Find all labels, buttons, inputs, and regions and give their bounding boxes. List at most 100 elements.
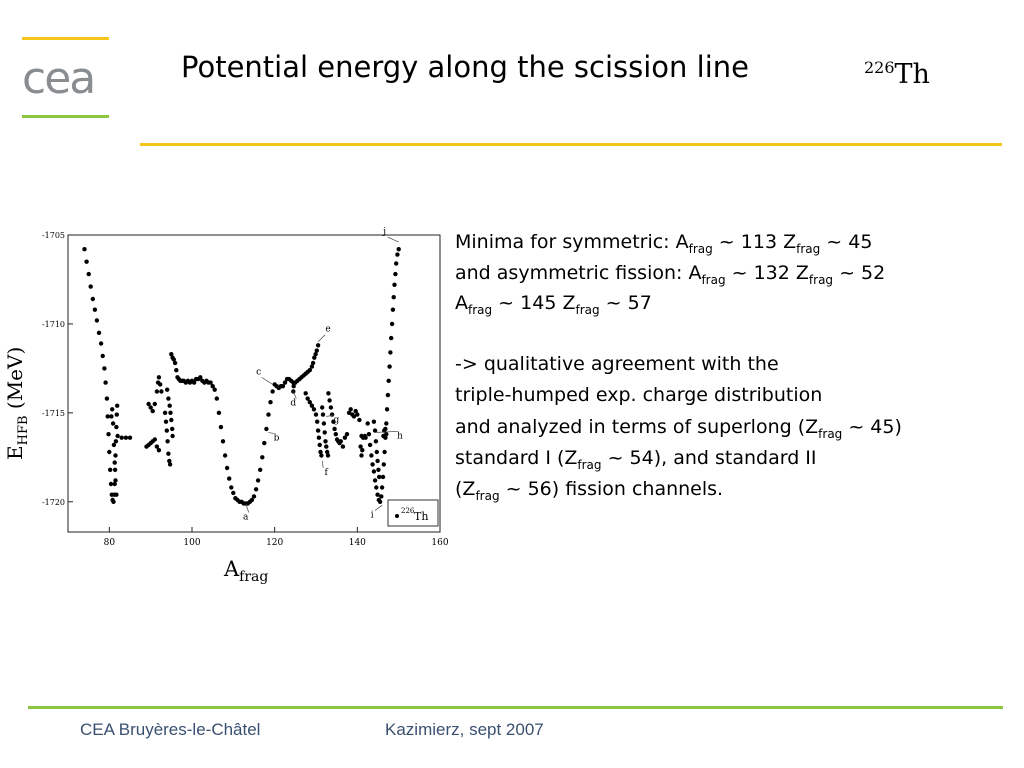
- data-point: [366, 432, 372, 437]
- data-point: [320, 405, 325, 410]
- data-point: [310, 360, 316, 366]
- x-tick-label: 160: [431, 538, 448, 548]
- data-point: [396, 247, 401, 252]
- data-point: [372, 428, 378, 433]
- data-point: [171, 357, 176, 362]
- annotation-label-g: g: [333, 415, 339, 425]
- data-point: [374, 449, 379, 455]
- data-point: [105, 414, 110, 419]
- data-point: [107, 449, 112, 455]
- data-point: [317, 442, 322, 448]
- x-tick-label: 140: [349, 538, 366, 548]
- axis-ticks: 80 100 120 140 160 -1705 -1710 -1715 -1720: [42, 231, 449, 548]
- data-point: [386, 378, 391, 383]
- l3-s1: frag: [468, 302, 493, 317]
- data-point: [260, 455, 265, 460]
- data-point: [342, 435, 348, 440]
- data-point: [169, 417, 174, 423]
- text-line-2: and asymmetric fission: Afrag ~ 132 Zfra…: [455, 264, 885, 286]
- data-point: [387, 364, 392, 369]
- data-point: [324, 444, 329, 449]
- data-point: [374, 485, 379, 490]
- data-point: [392, 282, 397, 287]
- data-point: [166, 396, 171, 401]
- l2-c: ~ 52: [833, 262, 886, 284]
- data-point: [270, 389, 275, 394]
- data-point: [315, 419, 320, 424]
- annotation-label-c: c: [256, 367, 261, 377]
- data-point: [357, 417, 362, 423]
- x-tick-label: 100: [183, 538, 200, 548]
- data-point: [331, 419, 336, 424]
- data-point: [115, 433, 120, 439]
- annotation-label-e: e: [325, 325, 330, 335]
- data-point: [383, 426, 388, 432]
- legend-frame: [387, 499, 439, 527]
- plot-frame: [67, 234, 441, 533]
- data-point: [370, 462, 375, 467]
- data-point: [112, 460, 117, 465]
- data-point: [162, 410, 168, 415]
- data-point: [167, 462, 173, 467]
- data-point: [379, 494, 384, 499]
- data-point: [332, 426, 337, 432]
- l2-a: and asymmetric fission: A: [455, 262, 702, 284]
- data-point: [355, 412, 360, 417]
- data-point: [170, 426, 175, 432]
- l1-c: ~ 45: [820, 231, 873, 253]
- data-point: [327, 398, 332, 403]
- l3-c: ~ 57: [599, 292, 652, 314]
- annotation-leader: [261, 377, 273, 385]
- data-point: [389, 335, 394, 341]
- data-point: [318, 449, 323, 455]
- data-point: [210, 384, 215, 389]
- data-point: [303, 391, 308, 396]
- l8-a: (Z: [455, 478, 476, 500]
- annotation-label-a: a: [243, 513, 249, 523]
- l7-b: ~ 54), and standard II: [601, 447, 817, 469]
- data-points: [82, 247, 401, 506]
- data-point: [348, 407, 353, 412]
- ylabel-sub: HFB: [16, 415, 31, 446]
- data-point: [218, 424, 224, 430]
- data-point: [108, 467, 113, 472]
- text-line-8: (Zfrag ~ 56) fission channels.: [455, 480, 723, 502]
- data-point: [321, 421, 327, 426]
- data-point: [291, 384, 296, 389]
- data-point: [373, 439, 379, 444]
- data-point: [152, 437, 157, 442]
- data-point: [227, 476, 232, 481]
- y-tick-label: -1720: [42, 498, 65, 507]
- data-point: [377, 499, 383, 504]
- data-point: [208, 380, 213, 385]
- l1-s2: frag: [796, 241, 821, 256]
- annotation-leader: [268, 432, 274, 434]
- data-point: [212, 387, 217, 392]
- annotation-label-b: b: [274, 433, 280, 443]
- text-line-7: standard I (Zfrag ~ 54), and standard II: [455, 449, 817, 471]
- text-line-5: triple-humped exp. charge distribution: [455, 384, 823, 406]
- l1-a: Minima for symmetric: A: [455, 231, 689, 253]
- data-point: [365, 421, 370, 426]
- data-point: [104, 396, 110, 401]
- data-point: [369, 453, 374, 458]
- data-point: [313, 352, 318, 357]
- l2-s2: frag: [808, 272, 834, 287]
- data-point: [266, 412, 271, 417]
- page-title: Potential energy along the scission line: [181, 50, 749, 84]
- annotation-label-f: f: [325, 468, 329, 478]
- x-tick-label: 80: [104, 538, 116, 548]
- data-point: [86, 271, 91, 277]
- l2-b: ~ 132 Z: [725, 262, 809, 284]
- data-point: [231, 490, 236, 496]
- data-point: [280, 384, 286, 389]
- logo-bottom-bar: [22, 115, 109, 118]
- l7-a: standard I (Z: [455, 447, 578, 469]
- y-axis-label: EHFB (MeV): [3, 347, 31, 460]
- data-point: [393, 271, 398, 277]
- data-point: [102, 366, 107, 371]
- data-point: [328, 405, 334, 410]
- data-point: [309, 403, 315, 408]
- data-point: [123, 435, 129, 440]
- data-point: [314, 348, 319, 353]
